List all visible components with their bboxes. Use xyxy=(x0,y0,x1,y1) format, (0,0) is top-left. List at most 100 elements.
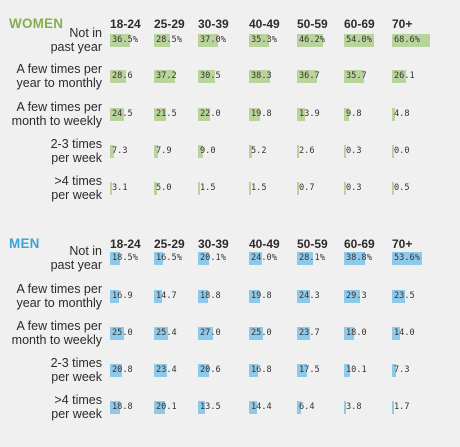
women-cell-value: 9.0 xyxy=(200,146,216,156)
men-row-label: A few times per year to monthly xyxy=(17,282,102,310)
men-bar xyxy=(344,252,366,265)
row-label-line: A few times per xyxy=(16,100,102,114)
men-bar xyxy=(392,252,422,265)
men-age-header: 70+ xyxy=(392,237,413,251)
women-cell-value: 7.9 xyxy=(156,146,172,156)
men-bar xyxy=(154,364,167,377)
men-row-label: 2-3 times per week xyxy=(51,356,102,384)
men-bar xyxy=(249,327,263,340)
men-cell-value: 16.9 xyxy=(112,291,133,301)
women-cell-value: 24.5 xyxy=(112,109,133,119)
men-cell-value: 16.8 xyxy=(251,365,272,375)
women-bar xyxy=(198,70,215,83)
women-cell-value: 5.0 xyxy=(156,183,172,193)
women-bar xyxy=(154,182,157,195)
men-bar xyxy=(297,252,313,265)
men-cell-value: 16.5% xyxy=(156,253,182,263)
men-cell-value: 28.1% xyxy=(299,253,325,263)
women-cell-value: 0.3 xyxy=(346,183,362,193)
men-bar xyxy=(198,327,213,340)
women-cell-value: 37.0% xyxy=(200,35,226,45)
men-cell-value: 3.8 xyxy=(346,402,362,412)
women-bar xyxy=(344,108,350,121)
women-bar xyxy=(297,70,318,83)
women-cell-value: 30.5 xyxy=(200,71,221,81)
women-age-header: 40-49 xyxy=(249,17,280,31)
men-age-header: 18-24 xyxy=(110,237,141,251)
women-cell-value: 68.6% xyxy=(394,35,420,45)
men-cell-value: 18.0 xyxy=(346,328,367,338)
men-bar xyxy=(392,401,394,414)
women-row-label: 2-3 times per week xyxy=(51,137,102,165)
men-cell-value: 24.3 xyxy=(299,291,320,301)
women-cell-value: 38.3 xyxy=(251,71,272,81)
men-cell-value: 14.7 xyxy=(156,291,177,301)
row-label-line: A few times per xyxy=(16,282,102,296)
men-bar xyxy=(154,290,163,303)
men-cell-value: 23.7 xyxy=(299,328,320,338)
women-cell-value: 46.2% xyxy=(299,35,325,45)
women-bar xyxy=(249,182,251,195)
row-label-line: per week xyxy=(51,151,102,165)
row-label-line: >4 times xyxy=(54,393,102,407)
women-cell-value: 36.5% xyxy=(112,35,138,45)
women-bar xyxy=(198,182,200,195)
men-cell-value: 20.6 xyxy=(200,365,221,375)
men-bar xyxy=(344,290,361,303)
women-cell-value: 9.8 xyxy=(346,109,362,119)
men-age-header: 50-59 xyxy=(297,237,328,251)
women-cell-value: 0.5 xyxy=(394,183,410,193)
men-cell-value: 6.4 xyxy=(299,402,315,412)
women-bar xyxy=(154,145,159,158)
women-row-label: A few times per year to monthly xyxy=(17,62,102,90)
women-row-label: Not in past year xyxy=(51,26,102,54)
women-bar xyxy=(392,70,407,83)
women-cell-value: 13.9 xyxy=(299,109,320,119)
row-label-line: past year xyxy=(50,258,102,272)
men-cell-value: 18.8 xyxy=(200,291,221,301)
women-cell-value: 0.3 xyxy=(346,146,362,156)
row-label-line: Not in xyxy=(69,26,102,40)
men-age-header: 40-49 xyxy=(249,237,280,251)
row-label-line: year to monthly xyxy=(16,76,102,90)
men-bar xyxy=(392,364,397,377)
women-bar xyxy=(154,70,175,83)
men-panel-title: MEN xyxy=(9,236,40,251)
women-cell-value: 3.1 xyxy=(112,183,128,193)
women-bar xyxy=(110,145,115,158)
row-label-line: past year xyxy=(50,40,102,54)
women-bar xyxy=(110,182,112,195)
women-cell-value: 5.2 xyxy=(251,146,267,156)
men-cell-value: 38.8% xyxy=(346,253,372,263)
women-cell-value: 36.7 xyxy=(299,71,320,81)
women-bar xyxy=(344,182,346,195)
women-bar xyxy=(198,108,211,121)
men-cell-value: 23.5 xyxy=(394,291,415,301)
women-age-header: 70+ xyxy=(392,17,413,31)
men-row-label: Not in past year xyxy=(51,244,102,272)
women-bar xyxy=(110,108,124,121)
women-cell-value: 7.3 xyxy=(112,146,128,156)
row-label-line: 2-3 times xyxy=(50,356,102,370)
men-cell-value: 53.6% xyxy=(394,253,420,263)
row-label-line: month to weekly xyxy=(11,333,102,347)
row-label-line: A few times per xyxy=(16,62,102,76)
men-bar xyxy=(249,252,263,265)
women-row-label: >4 times per week xyxy=(51,174,102,202)
men-bar xyxy=(110,327,124,340)
row-label-line: Not in xyxy=(69,244,102,258)
men-cell-value: 10.1 xyxy=(346,365,367,375)
men-bar xyxy=(154,252,164,265)
women-row-label: A few times per month to weekly xyxy=(12,100,102,128)
row-label-line: month to weekly xyxy=(11,114,102,128)
women-bar xyxy=(249,145,252,158)
women-age-header: 18-24 xyxy=(110,17,141,31)
women-cell-value: 0.7 xyxy=(299,183,315,193)
women-bar xyxy=(297,182,299,195)
men-cell-value: 24.0% xyxy=(251,253,277,263)
men-bar xyxy=(297,401,301,414)
men-cell-value: 14.0 xyxy=(394,328,415,338)
women-panel-title: WOMEN xyxy=(9,16,64,31)
men-cell-value: 20.8 xyxy=(112,365,133,375)
men-bar xyxy=(249,364,259,377)
